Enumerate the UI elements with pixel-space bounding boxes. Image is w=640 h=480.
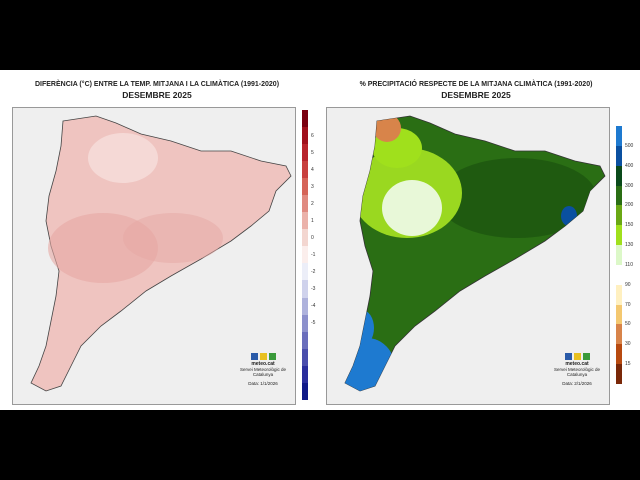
- very-wet-area: [350, 310, 374, 346]
- left-title-block: DIFERÈNCIA (°C) ENTRE LA TEMP. MITJANA I…: [12, 80, 302, 100]
- wetter-area: [437, 158, 597, 238]
- colorbar-label: 110: [625, 261, 633, 268]
- colorbar-label: 2: [311, 200, 314, 207]
- colorbar-segment: [616, 324, 622, 345]
- colorbar-label: 6: [311, 132, 314, 139]
- colorbar-segment: [616, 344, 622, 365]
- colorbar-segment: [616, 145, 622, 166]
- maps-figure: DIFERÈNCIA (°C) ENTRE LA TEMP. MITJANA I…: [0, 70, 640, 410]
- colorbar-label: 130: [625, 242, 634, 249]
- colorbar-segment: [302, 297, 308, 315]
- colorbar-segment: [302, 161, 308, 179]
- colorbar-segment: [302, 331, 308, 349]
- colorbar-segment: [302, 314, 308, 332]
- colorbar-segment: [302, 127, 308, 145]
- colorbar-segment: [616, 264, 622, 285]
- right-title: % PRECIPITACIÓ RESPECTE DE LA MITJANA CL…: [359, 81, 593, 88]
- left-title: DIFERÈNCIA (°C) ENTRE LA TEMP. MITJANA I…: [34, 81, 280, 88]
- colorbar-label: -5: [311, 320, 316, 327]
- colorbar-segment: [616, 185, 622, 206]
- colorbar-segment: [616, 284, 622, 305]
- colorbar-segment: [302, 365, 308, 383]
- colorbar-label: 30: [625, 341, 631, 348]
- colorbar-label: 5: [311, 149, 314, 156]
- colorbar-label: -3: [311, 286, 316, 293]
- colorbar-segment: [302, 280, 308, 298]
- temperature-anomaly-map: meteo.cat Servei Meteorològic de Catalun…: [12, 107, 296, 405]
- colorbar-label: 200: [625, 202, 634, 209]
- colorbar-label: 50: [625, 321, 631, 328]
- colorbar-label: 15: [625, 361, 631, 368]
- colorbar-segment: [302, 348, 308, 366]
- colorbar-label: 1: [311, 217, 314, 224]
- logo-text: meteo.cat: [565, 361, 589, 367]
- colorbar-label: 400: [625, 162, 634, 169]
- colorbar-segment: [302, 144, 308, 162]
- colorbar-segment: [616, 205, 622, 226]
- precipitation-map: meteo.cat Servei Meteorològic de Catalun…: [326, 107, 610, 405]
- colorbar-label: 500: [625, 142, 634, 149]
- very-wet-area: [542, 280, 562, 292]
- colorbar-segment: [616, 165, 622, 186]
- wet-area: [442, 298, 492, 318]
- catalonia-temp-map: [30, 115, 292, 392]
- colorbar-segment: [302, 110, 308, 128]
- org-name: Servei Meteorològic de Catalunya: [553, 367, 601, 377]
- colorbar-segment: [302, 212, 308, 230]
- colorbar-label: -4: [311, 303, 316, 310]
- colorbar-segment: [616, 225, 622, 246]
- colorbar-segment: [302, 246, 308, 264]
- colorbar-segment: [302, 382, 308, 400]
- colorbar-segment: [302, 229, 308, 247]
- colorbar-segment: [616, 304, 622, 325]
- org-name: Servei Meteorològic de Catalunya: [239, 367, 287, 377]
- colorbar-label: 4: [311, 166, 314, 173]
- logo-text: meteo.cat: [251, 361, 275, 367]
- colorbar-label: 0: [311, 234, 314, 241]
- colorbar-label: -2: [311, 269, 316, 276]
- meteocat-logo-left: meteo.cat Servei Meteorològic de Catalun…: [238, 353, 288, 386]
- map-date: Data: 1/1/2026: [248, 381, 278, 386]
- left-subtitle: DESEMBRE 2025: [122, 90, 192, 100]
- right-subtitle: DESEMBRE 2025: [441, 90, 511, 100]
- colorbar-label: 3: [311, 183, 314, 190]
- catalonia-precip-map: [344, 115, 606, 392]
- colorbar-label: -1: [311, 252, 316, 258]
- colorbar-segment: [302, 263, 308, 281]
- colorbar-segment: [302, 178, 308, 196]
- colorbar-label: 70: [625, 301, 631, 308]
- right-title-block: % PRECIPITACIÓ RESPECTE DE LA MITJANA CL…: [326, 80, 626, 100]
- colorbar-segment: [616, 245, 622, 265]
- precipitation-colorbar: 500 400 300 200 150 130 110 90 70 50 30 15: [616, 126, 633, 384]
- colorbar-segment: [302, 195, 308, 213]
- meteocat-logo-right: meteo.cat Servei Meteorològic de Catalun…: [552, 353, 602, 386]
- colorbar-segment: [616, 126, 622, 146]
- normal-area: [382, 180, 442, 236]
- temperature-colorbar: 6 5 4 3 2 1 0 -1 -2 -3 -4 -5: [302, 110, 315, 400]
- colorbar-label: 90: [625, 281, 631, 288]
- dry-area: [373, 116, 401, 142]
- colorbar-segment: [616, 364, 622, 384]
- warmer-area: [123, 213, 223, 263]
- map-date: Data: 2/1/2026: [562, 381, 592, 386]
- cooler-area: [88, 133, 158, 183]
- colorbar-label: 300: [625, 182, 634, 189]
- colorbar-label: 150: [625, 222, 634, 229]
